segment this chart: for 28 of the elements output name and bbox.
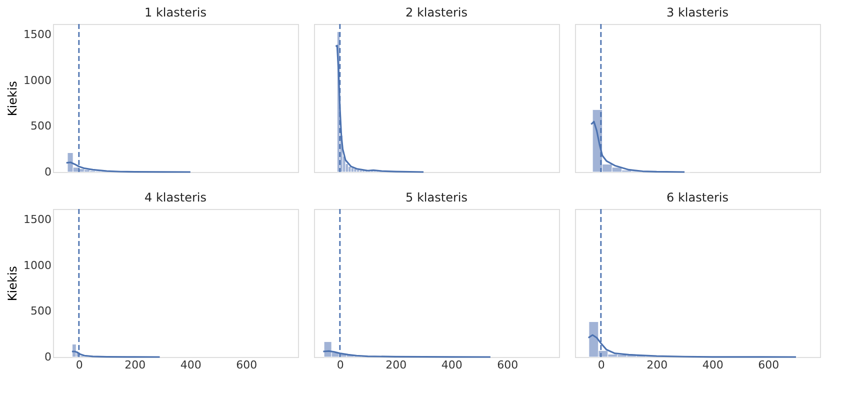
y-tick-label: 500 [30, 304, 52, 318]
x-tick-label: 600 [236, 358, 258, 372]
chart-title: 1 klasteris [144, 5, 206, 20]
y-tick-label: 1000 [24, 258, 52, 272]
x-tick-label: 600 [758, 358, 780, 372]
y-tick-label: 0 [44, 350, 52, 364]
x-tick-label: 400 [180, 358, 202, 372]
y-tick-label: 1500 [24, 28, 52, 42]
y-tick-label: 1000 [24, 74, 52, 87]
chart-title: 2 klasteris [406, 5, 468, 20]
chart-title: 5 klasteris [406, 190, 468, 204]
y-axis-title: Kiekis [6, 266, 20, 302]
x-tick-label: 0 [598, 358, 605, 372]
chart-title: 4 klasteris [144, 190, 206, 204]
x-tick-label: 200 [646, 358, 668, 372]
y-tick-label: 0 [44, 166, 52, 178]
x-tick-label: 0 [76, 358, 83, 372]
chart-title: 3 klasteris [666, 5, 728, 20]
x-tick-label: 400 [441, 358, 462, 372]
x-tick-label: 400 [702, 358, 724, 372]
y-tick-label: 1500 [24, 213, 52, 226]
chart-title: 6 klasteris [666, 190, 728, 204]
x-tick-label: 200 [124, 358, 146, 372]
x-tick-label: 200 [386, 358, 407, 372]
x-tick-label: 0 [336, 358, 344, 372]
y-axis-title: Kiekis [6, 80, 20, 116]
x-tick-label: 600 [497, 358, 518, 372]
y-tick-label: 500 [30, 120, 52, 133]
